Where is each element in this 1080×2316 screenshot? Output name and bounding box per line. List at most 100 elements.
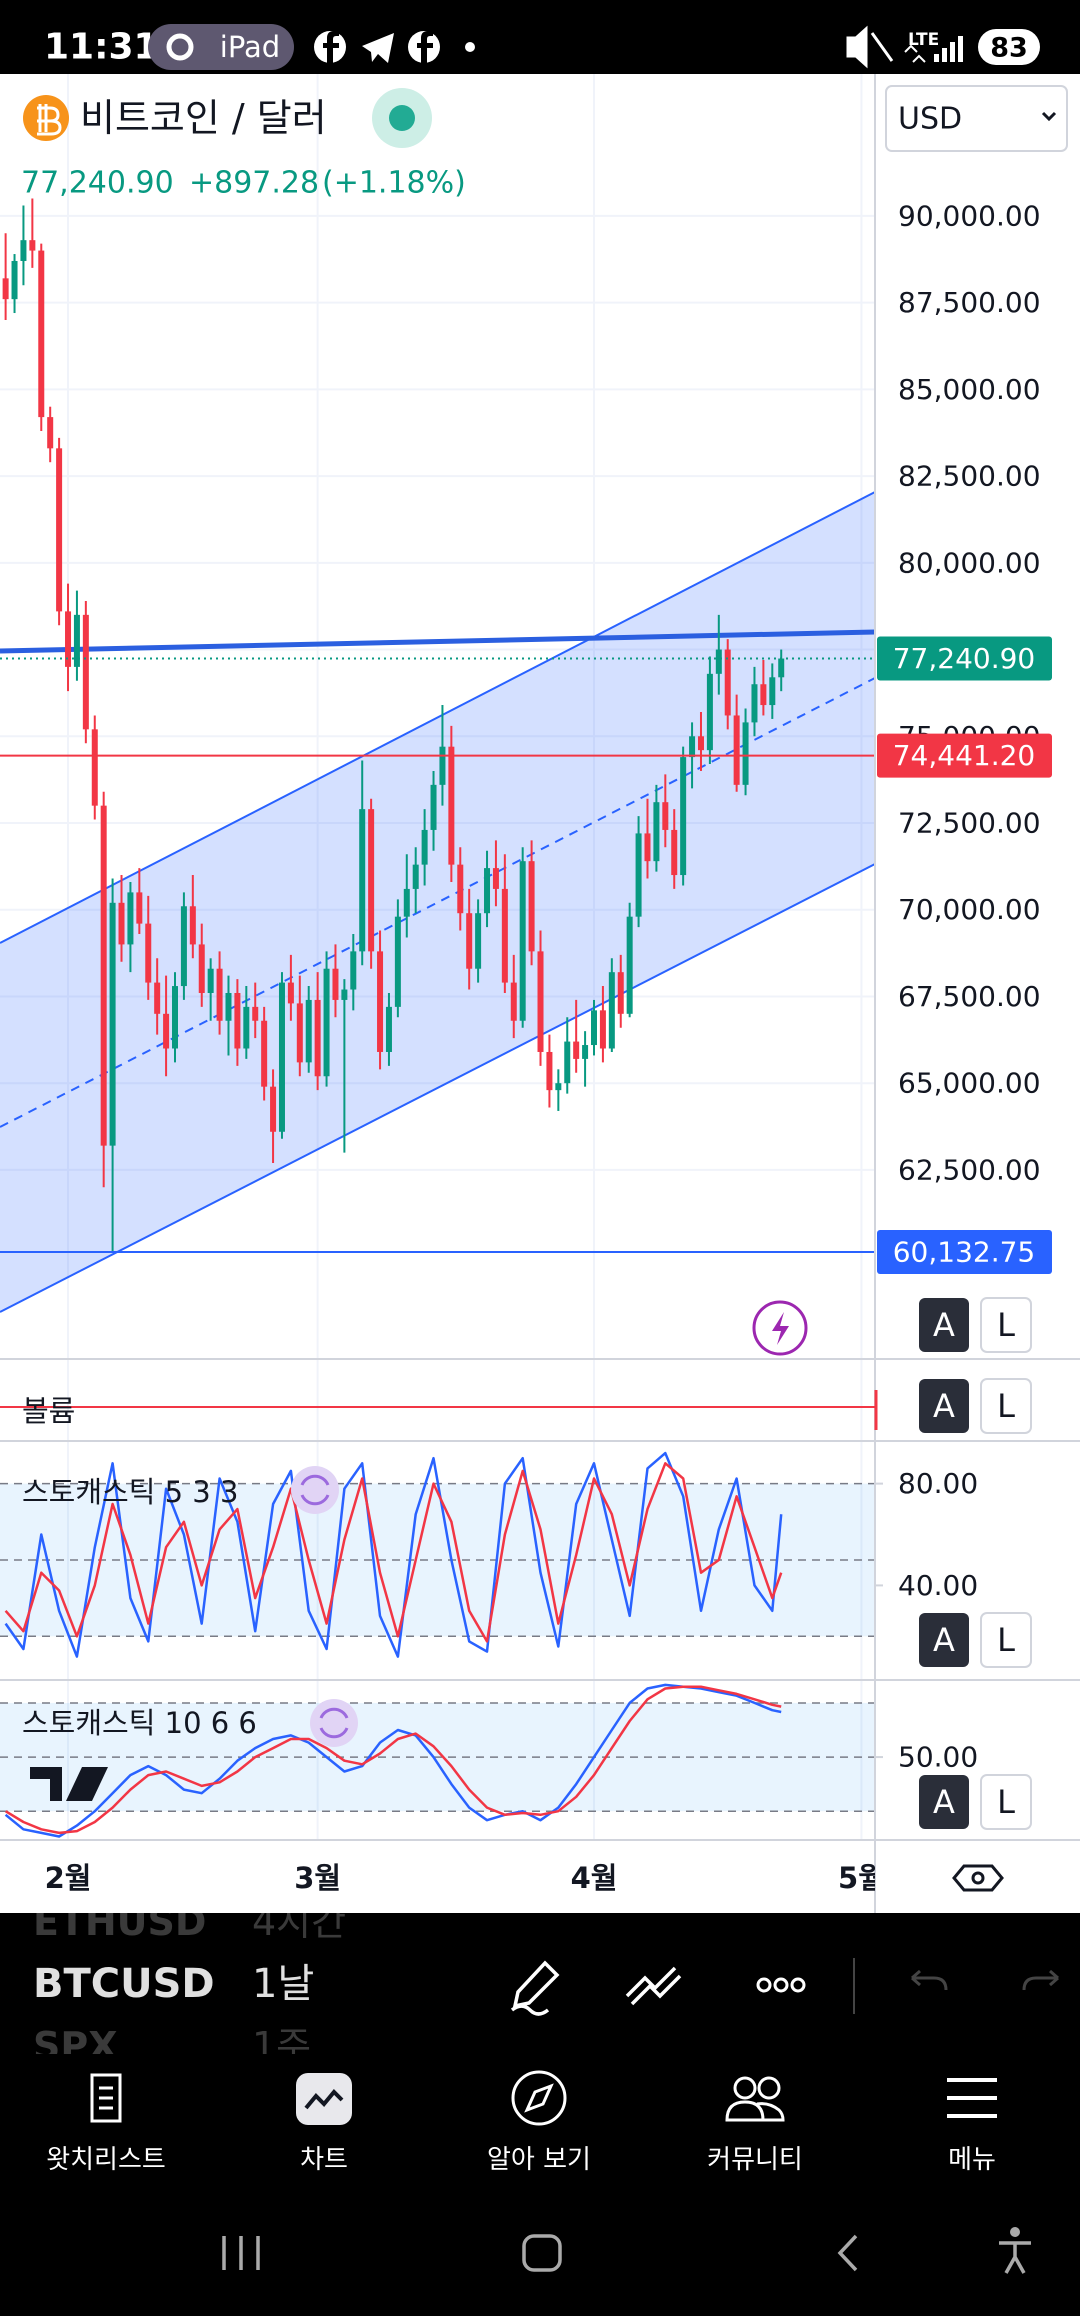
recents-button[interactable] bbox=[222, 2236, 260, 2270]
candle-body bbox=[207, 968, 214, 993]
trend-line bbox=[0, 629, 875, 654]
candle-body bbox=[769, 677, 776, 706]
menu-icon[interactable] bbox=[947, 2078, 997, 2118]
log-scale-button[interactable] bbox=[980, 1612, 1032, 1668]
grid bbox=[0, 74, 875, 1840]
interval[interactable]: 1날 bbox=[252, 1961, 314, 2007]
indicator-icon[interactable] bbox=[310, 1699, 358, 1747]
symbol[interactable]: SPX bbox=[33, 2024, 118, 2068]
settings-icon[interactable] bbox=[952, 1864, 1004, 1892]
line-tool[interactable] bbox=[625, 1966, 682, 2006]
candle-body bbox=[644, 833, 651, 862]
auto-scale-button[interactable] bbox=[919, 1775, 969, 1829]
auto-scale-button[interactable] bbox=[919, 1298, 969, 1352]
stochastic-pane bbox=[0, 1451, 875, 1658]
candle-body bbox=[145, 923, 152, 983]
candle-body bbox=[234, 992, 241, 1049]
auto-scale-button[interactable] bbox=[919, 1613, 969, 1667]
price-label-box bbox=[877, 733, 1052, 778]
candle-body bbox=[11, 260, 18, 300]
currency-select[interactable] bbox=[885, 85, 1068, 152]
candle-body bbox=[457, 864, 464, 914]
candle-body bbox=[573, 1041, 580, 1059]
drawings bbox=[0, 491, 875, 1313]
price-label-box bbox=[877, 636, 1052, 681]
candle-body bbox=[599, 1010, 606, 1049]
log-scale-button[interactable] bbox=[980, 1297, 1032, 1353]
log-scale-button[interactable] bbox=[980, 1774, 1032, 1830]
x-tick-label: 5월 bbox=[838, 1861, 885, 1895]
candle-body bbox=[492, 868, 499, 889]
nav-label[interactable]: 커뮤니티 bbox=[707, 2145, 803, 2175]
candle-body bbox=[501, 888, 508, 983]
network: LTE bbox=[908, 30, 939, 50]
candle-body bbox=[91, 729, 98, 806]
community-icon[interactable] bbox=[733, 2076, 757, 2100]
explore-icon[interactable] bbox=[511, 2070, 567, 2126]
indicator-icon[interactable] bbox=[291, 1466, 339, 1514]
y-tick-label: 87,500.00 bbox=[898, 286, 1041, 319]
draw-tool[interactable] bbox=[510, 1960, 560, 2016]
candle-body bbox=[403, 888, 410, 917]
nav-label[interactable]: 왓치리스트 bbox=[46, 2145, 166, 2175]
candle-body bbox=[439, 746, 446, 785]
candle-body bbox=[56, 448, 63, 612]
candle-body bbox=[537, 951, 544, 1052]
candle-body bbox=[2, 278, 9, 300]
symbol[interactable]: ETHUSD bbox=[33, 1900, 206, 1944]
tv-logo bbox=[30, 1767, 108, 1801]
candle-body bbox=[475, 913, 482, 969]
button-label: A bbox=[933, 1783, 955, 1821]
interval[interactable]: 1주 bbox=[252, 2024, 311, 2068]
button-label: L bbox=[997, 1387, 1015, 1425]
currency[interactable]: USD bbox=[898, 102, 962, 137]
candle-body bbox=[278, 982, 285, 1132]
nav-label[interactable]: 메뉴 bbox=[948, 2145, 996, 2175]
indicator-line bbox=[4, 1462, 783, 1643]
interval[interactable]: 4시간 bbox=[252, 1900, 346, 1944]
auto-scale-button[interactable] bbox=[919, 1379, 969, 1433]
channel-lower bbox=[0, 863, 875, 1313]
facebook-glyph bbox=[417, 31, 433, 63]
indicator-line bbox=[4, 1685, 782, 1835]
candle-body bbox=[697, 736, 704, 751]
nav-label[interactable]: 차트 bbox=[300, 2145, 348, 2175]
candle-body bbox=[394, 916, 401, 1007]
chart-icon-bg[interactable] bbox=[296, 2073, 352, 2125]
more-tool bbox=[773, 1977, 789, 1993]
candle-body bbox=[47, 417, 54, 449]
facebook-glyph bbox=[323, 31, 339, 63]
symbol-picker[interactable]: ETHUSD 4시간 BTCUSD 1날 SPX 1주 bbox=[33, 1900, 346, 2068]
y-tick-label: 90,000.00 bbox=[898, 199, 1041, 232]
home-button[interactable] bbox=[522, 2234, 562, 2272]
watchlist-icon[interactable] bbox=[90, 2073, 122, 2123]
undo[interactable] bbox=[911, 1969, 948, 1991]
button-label: A bbox=[933, 1306, 955, 1344]
nav-bar bbox=[0, 2054, 1080, 2316]
nav-label[interactable]: 알아 보기 bbox=[487, 2145, 591, 2175]
candle-body bbox=[100, 805, 107, 1146]
candle-body bbox=[198, 944, 205, 993]
x-tick-label: 3월 bbox=[294, 1861, 341, 1895]
candle-body bbox=[528, 861, 535, 952]
redo[interactable] bbox=[1022, 1969, 1059, 1991]
symbol[interactable]: BTCUSD bbox=[33, 1961, 215, 2007]
candle-body bbox=[617, 972, 624, 1014]
candle-body bbox=[715, 649, 722, 674]
time-axis: 2월 3월 4월 5월 bbox=[45, 1861, 885, 1895]
candle-body bbox=[778, 658, 785, 678]
button-label: A bbox=[933, 1621, 955, 1659]
stochastic-pane bbox=[0, 1683, 875, 1838]
back-button[interactable] bbox=[837, 2234, 858, 2272]
signal-icon bbox=[934, 36, 963, 62]
alert-glyph bbox=[772, 1312, 789, 1345]
button-label: L bbox=[997, 1783, 1015, 1821]
candle-body bbox=[154, 982, 161, 1014]
y-tick-label: 82,500.00 bbox=[898, 460, 1041, 493]
button-label: L bbox=[997, 1306, 1015, 1344]
more-tool[interactable] bbox=[756, 1977, 772, 1993]
log-scale-button[interactable] bbox=[980, 1378, 1032, 1434]
accessibility-button[interactable] bbox=[1010, 2227, 1020, 2237]
candle-body bbox=[671, 829, 678, 876]
